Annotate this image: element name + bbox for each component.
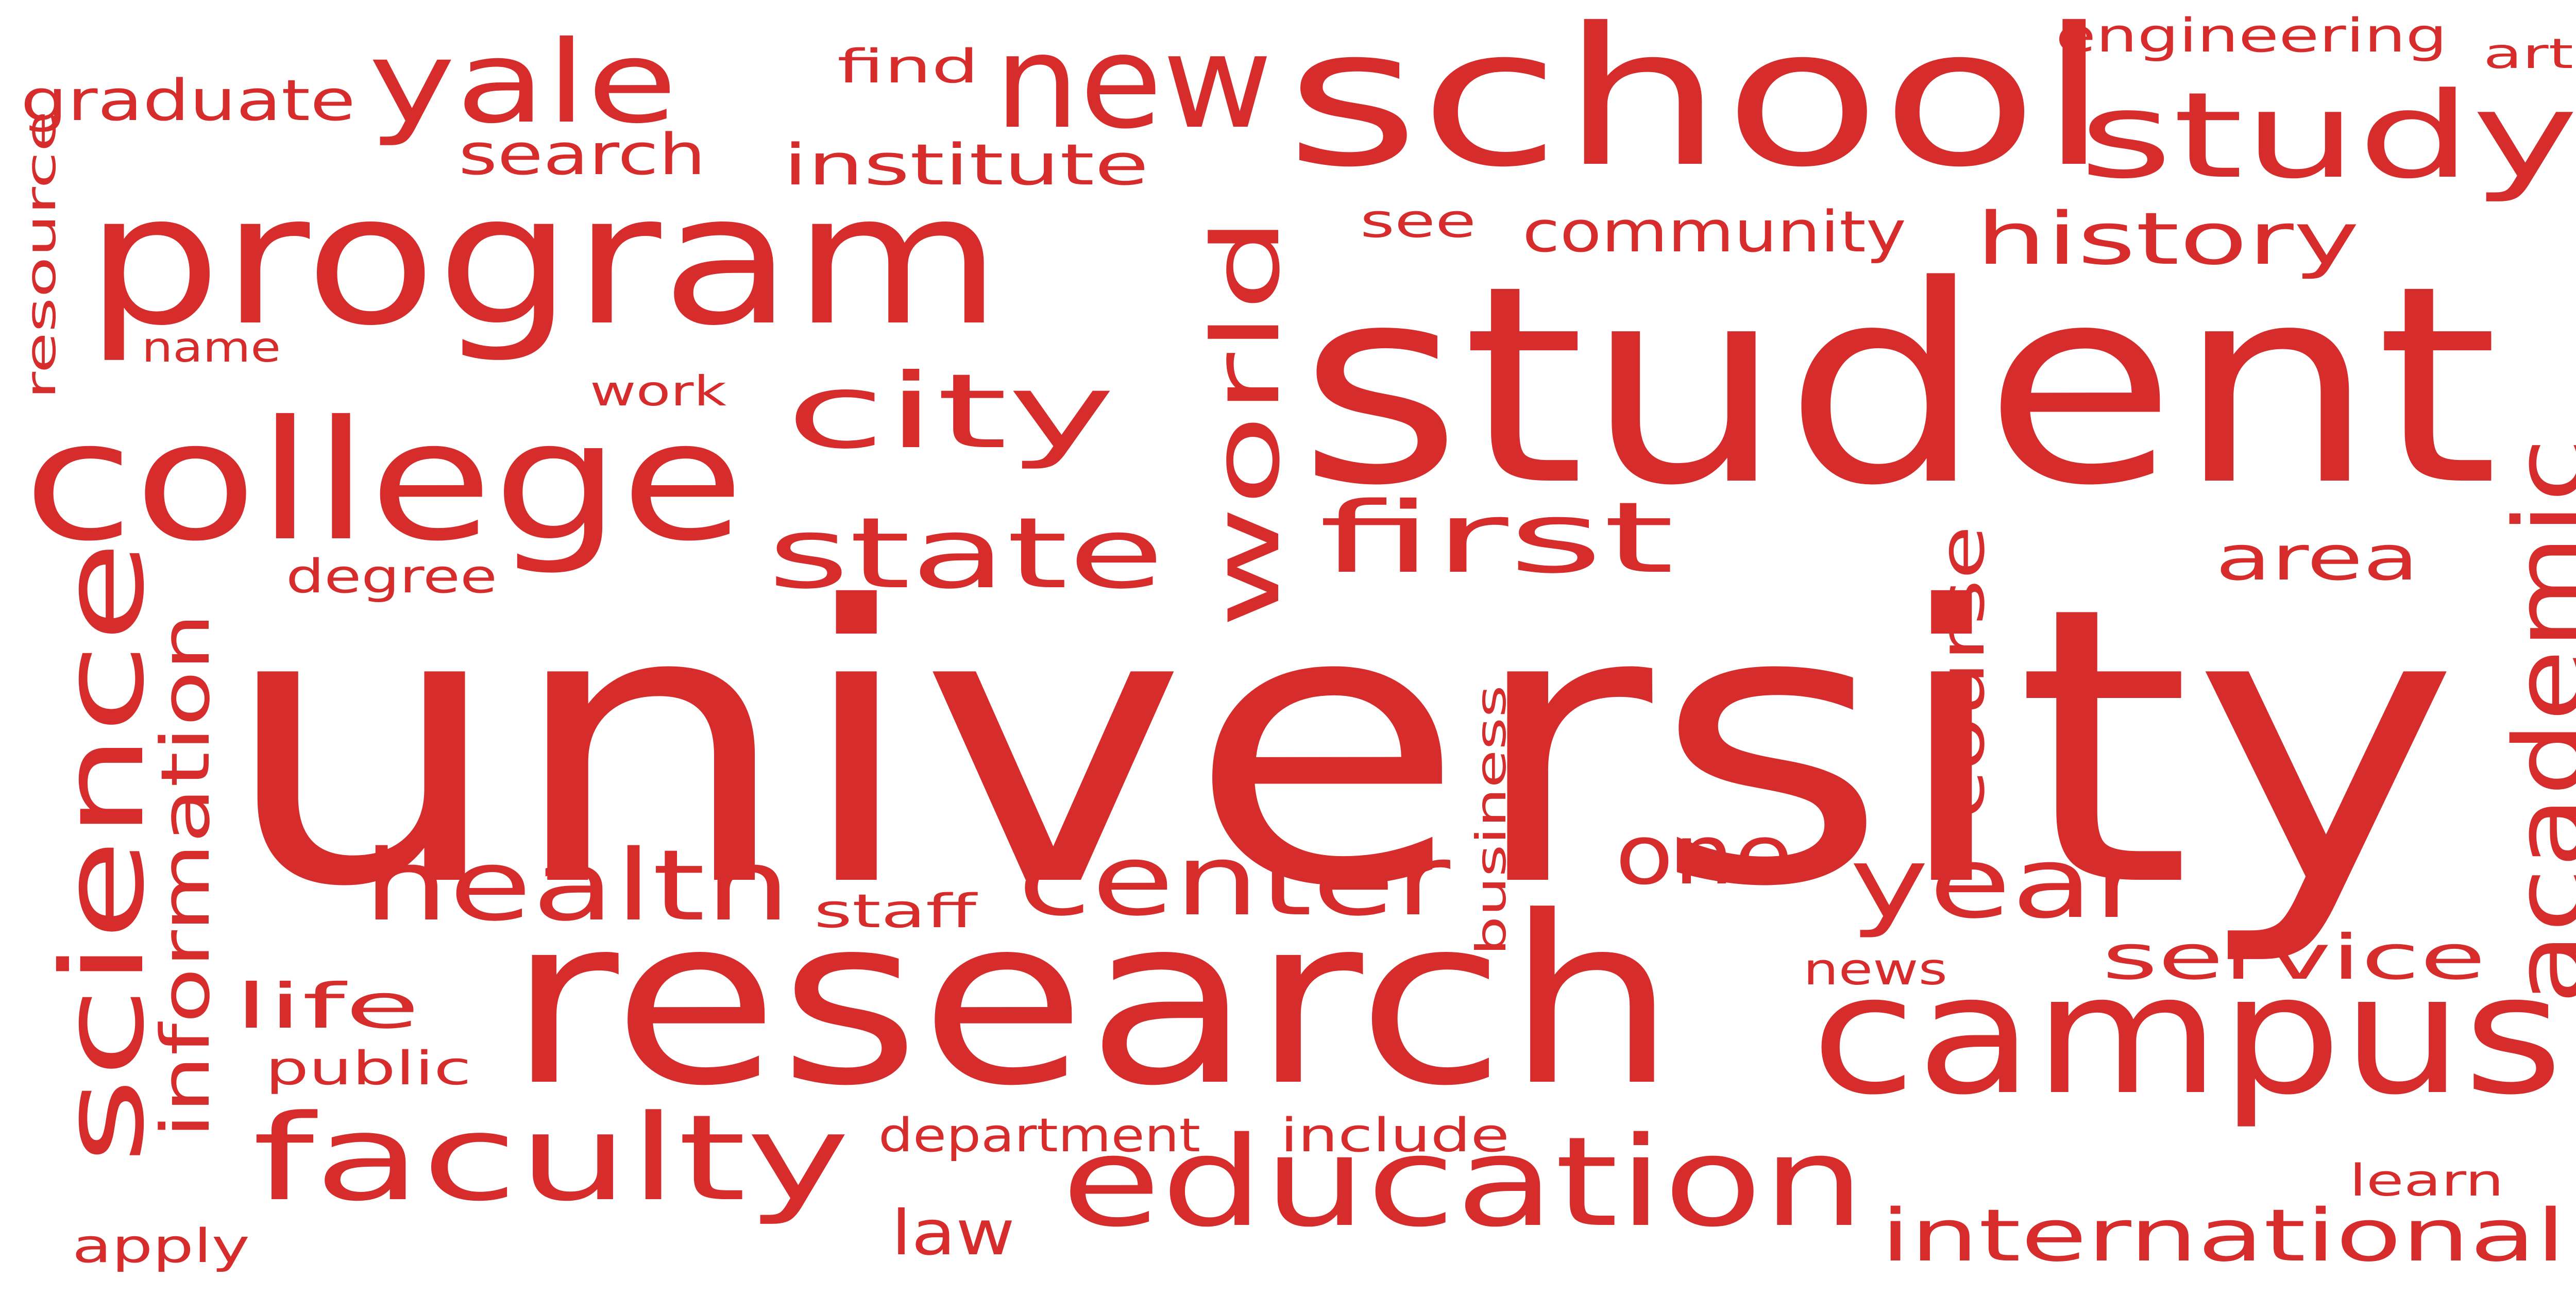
word-art: art xyxy=(2483,30,2573,78)
word-information: information xyxy=(146,613,225,1138)
word-education: education xyxy=(1061,1110,1865,1254)
word-program: program xyxy=(85,155,1002,365)
word-find: find xyxy=(837,40,979,94)
word-year: year xyxy=(1850,826,2148,940)
word-name: name xyxy=(142,323,281,371)
word-engineering: engineering xyxy=(2056,9,2447,63)
word-work: work xyxy=(590,367,726,415)
word-academic: academic xyxy=(2493,438,2576,1004)
word-learn: learn xyxy=(2349,1155,2504,1206)
word-study: study xyxy=(2079,67,2576,205)
word-include: include xyxy=(1280,1109,1510,1163)
word-degree: degree xyxy=(286,550,497,604)
word-life: life xyxy=(234,971,420,1043)
word-department: department xyxy=(878,1109,1200,1163)
word-campus: campus xyxy=(1811,940,2563,1131)
word-world: world xyxy=(1193,216,1300,628)
word-area: area xyxy=(2215,523,2419,594)
word-public: public xyxy=(265,1042,471,1096)
word-new: new xyxy=(994,7,1273,157)
word-international: international xyxy=(1880,1194,2566,1278)
word-faculty: faculty xyxy=(252,1090,850,1227)
word-search: search xyxy=(459,122,706,187)
word-research: research xyxy=(507,867,1677,1137)
word-university: university xyxy=(219,526,2460,970)
word-business: business xyxy=(1467,685,1515,956)
word-first: first xyxy=(1319,481,1674,595)
word-resource: resource xyxy=(17,110,65,399)
word-staff: staff xyxy=(814,884,976,939)
word-community: community xyxy=(1522,199,1906,265)
word-student: student xyxy=(1298,227,2499,545)
word-institute: institute xyxy=(783,132,1149,198)
word-center: center xyxy=(1018,824,1450,937)
word-apply: apply xyxy=(72,1219,250,1273)
word-see: see xyxy=(1360,194,1476,248)
word-yale: yale xyxy=(368,16,677,148)
word-college: college xyxy=(23,386,744,577)
word-city: city xyxy=(786,352,1115,472)
word-science: science xyxy=(37,541,169,1164)
word-one: one xyxy=(1615,807,1793,903)
word-health: health xyxy=(363,829,791,943)
word-state: state xyxy=(768,497,1164,610)
word-law: law xyxy=(891,1198,1015,1269)
word-history: history xyxy=(1976,197,2360,281)
word-service: service xyxy=(2102,922,2486,994)
word-course: course xyxy=(1927,525,1998,819)
word-news: news xyxy=(1803,944,1947,995)
word-graduate: graduate xyxy=(21,67,355,133)
word-school: school xyxy=(1285,0,2110,209)
